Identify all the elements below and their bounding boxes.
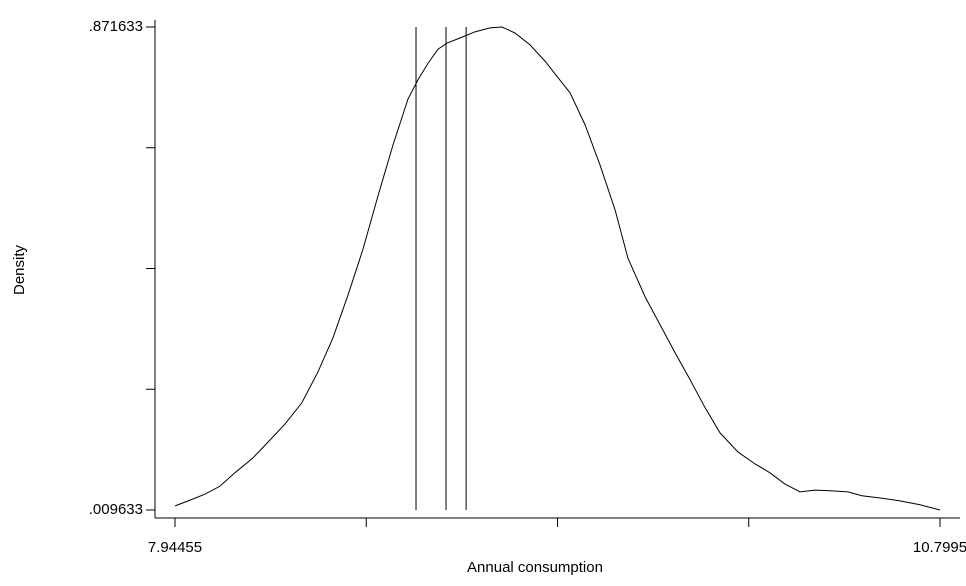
y-axis-title: Density [11,244,28,295]
y-tick-label: .871633 [89,18,143,35]
density-curve [174,26,941,511]
x-tick-label: 7.94455 [148,539,202,556]
x-axis-title: Annual consumption [467,559,603,576]
x-tick-label: 10.7995 [913,539,966,556]
y-tick-label: .009633 [89,501,143,518]
